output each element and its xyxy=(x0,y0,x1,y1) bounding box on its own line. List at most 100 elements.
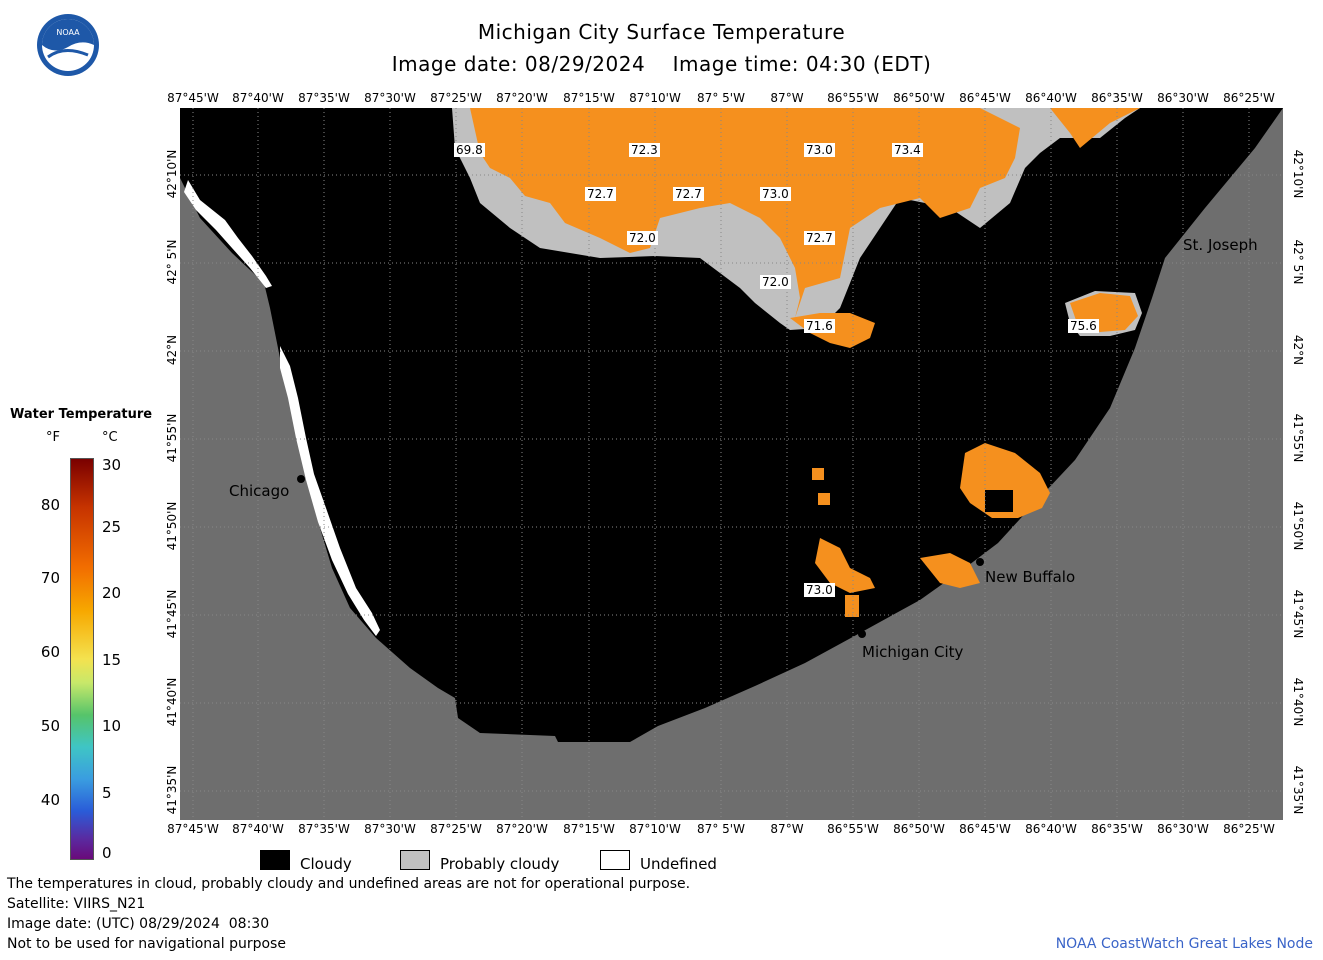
footer-image-date: Image date: (UTC) 08/29/2024 08:30 xyxy=(7,916,270,932)
lon-label: 87°25'W xyxy=(430,91,482,105)
place-label-new-buffalo: New Buffalo xyxy=(985,568,1076,586)
lon-label: 87° 5'W xyxy=(697,91,745,105)
colorbar-tick-f: 40 xyxy=(40,791,60,809)
colorbar-tick-f: 80 xyxy=(40,496,60,514)
temp-value-label: 71.6 xyxy=(804,319,835,333)
lat-label: 42° 5'N xyxy=(1291,239,1305,285)
temp-value-label: 72.0 xyxy=(760,275,791,289)
temp-value-label: 69.8 xyxy=(454,143,485,157)
lat-label: 41°50'N xyxy=(1291,501,1305,551)
land-illinois-indiana xyxy=(180,108,1283,820)
lon-label: 86°55'W xyxy=(827,822,879,836)
lon-label: 86°35'W xyxy=(1091,822,1143,836)
colorbar-tick-c: 15 xyxy=(102,651,122,669)
lon-label: 87°W xyxy=(770,91,804,105)
lon-label: 87° 5'W xyxy=(697,822,745,836)
map-title: Michigan City Surface Temperature xyxy=(477,20,846,44)
lon-label: 87°45'W xyxy=(167,822,219,836)
new-buffalo-marker xyxy=(976,558,984,566)
lat-label: 41°55'N xyxy=(1291,413,1305,463)
footer-navigation-note: Not to be used for navigational purpose xyxy=(7,936,286,952)
colorbar xyxy=(70,458,94,860)
temp-value-label: 73.0 xyxy=(804,143,835,157)
lon-label: 87°35'W xyxy=(298,91,350,105)
temp-value-label: 72.7 xyxy=(585,187,616,201)
credit-link[interactable]: NOAA CoastWatch Great Lakes Node xyxy=(1055,936,1313,952)
temp-value-label: 72.0 xyxy=(627,231,658,245)
lat-label: 42°N xyxy=(1291,334,1305,366)
lon-label: 86°25'W xyxy=(1223,822,1275,836)
colorbar-tick-f: 60 xyxy=(40,643,60,661)
chicago-marker xyxy=(297,475,305,483)
lon-label: 87°15'W xyxy=(563,91,615,105)
legend-undefined-label: Undefined xyxy=(640,855,717,873)
lat-label: 41°45'N xyxy=(165,589,179,639)
colorbar-tick-c: 25 xyxy=(102,518,122,536)
lon-label: 87°10'W xyxy=(629,822,681,836)
place-label-michigan-city: Michigan City xyxy=(862,643,964,661)
noaa-logo-icon: NOAA xyxy=(37,14,99,76)
undefined-strip-2 xyxy=(280,346,380,636)
lat-label: 41°40'N xyxy=(1291,677,1305,727)
lon-label: 87°30'W xyxy=(364,91,416,105)
lon-label: 86°30'W xyxy=(1157,822,1209,836)
temp-value-label: 73.4 xyxy=(892,143,923,157)
lon-label: 86°50'W xyxy=(893,822,945,836)
colorbar-tick-c: 5 xyxy=(102,784,112,802)
temp-value-label: 72.7 xyxy=(804,231,835,245)
undefined-strip xyxy=(184,180,272,288)
legend-cloudy-swatch xyxy=(260,850,290,870)
footer-disclaimer: The temperatures in cloud, probably clou… xyxy=(7,876,691,892)
legend-probably-cloudy-swatch xyxy=(400,850,430,870)
lon-label: 87°20'W xyxy=(496,91,548,105)
lat-label: 41°35'N xyxy=(165,765,179,815)
lat-label: 42°10'N xyxy=(165,149,179,199)
noaa-logo: NOAA xyxy=(36,13,100,77)
lon-label: 86°40'W xyxy=(1025,822,1077,836)
map-subtitle: Image date: 08/29/2024 Image time: 04:30… xyxy=(391,52,932,76)
lat-label: 42° 5'N xyxy=(165,239,179,285)
legend-cloudy-label: Cloudy xyxy=(300,855,352,873)
lon-label: 86°50'W xyxy=(893,91,945,105)
lon-label: 87°W xyxy=(770,822,804,836)
colorbar-tick-f: 70 xyxy=(40,569,60,587)
temp-value-label: 72.7 xyxy=(673,187,704,201)
lon-label: 87°20'W xyxy=(496,822,548,836)
temp-value-label: 75.6 xyxy=(1068,319,1099,333)
colorbar-tick-f: 50 xyxy=(40,717,60,735)
colorbar-tick-c: 10 xyxy=(102,717,122,735)
temp-value-label: 73.0 xyxy=(760,187,791,201)
michigan-city-marker xyxy=(858,630,866,638)
lat-label: 42°10'N xyxy=(1291,149,1305,199)
colorbar-unit-c: °C xyxy=(102,430,118,445)
footer-satellite: Satellite: VIIRS_N21 xyxy=(7,896,146,912)
colorbar-tick-c: 30 xyxy=(102,456,122,474)
place-label-st-joseph: St. Joseph xyxy=(1183,236,1258,254)
temp-value-label: 73.0 xyxy=(804,583,835,597)
lat-label: 41°55'N xyxy=(165,413,179,463)
logo-text: NOAA xyxy=(56,28,80,37)
lat-label: 42°N xyxy=(165,334,179,366)
sst-map xyxy=(180,108,1283,820)
lon-label: 87°45'W xyxy=(167,91,219,105)
place-markers xyxy=(297,475,984,638)
lon-label: 86°25'W xyxy=(1223,91,1275,105)
lon-label: 86°45'W xyxy=(959,822,1011,836)
legend-undefined-swatch xyxy=(600,850,630,870)
lat-label: 41°40'N xyxy=(165,677,179,727)
colorbar-title: Water Temperature xyxy=(10,407,153,422)
place-label-chicago: Chicago xyxy=(229,482,290,500)
lon-label: 86°35'W xyxy=(1091,91,1143,105)
colorbar-unit-f: °F xyxy=(46,430,60,445)
colorbar-tick-c: 20 xyxy=(102,584,122,602)
lon-label: 86°55'W xyxy=(827,91,879,105)
lon-label: 86°40'W xyxy=(1025,91,1077,105)
lon-label: 87°40'W xyxy=(232,822,284,836)
lat-label: 41°50'N xyxy=(165,501,179,551)
lon-label: 87°35'W xyxy=(298,822,350,836)
lon-label: 87°40'W xyxy=(232,91,284,105)
lon-label: 87°30'W xyxy=(364,822,416,836)
lat-label: 41°35'N xyxy=(1291,765,1305,815)
lon-label: 87°15'W xyxy=(563,822,615,836)
lat-label: 41°45'N xyxy=(1291,589,1305,639)
